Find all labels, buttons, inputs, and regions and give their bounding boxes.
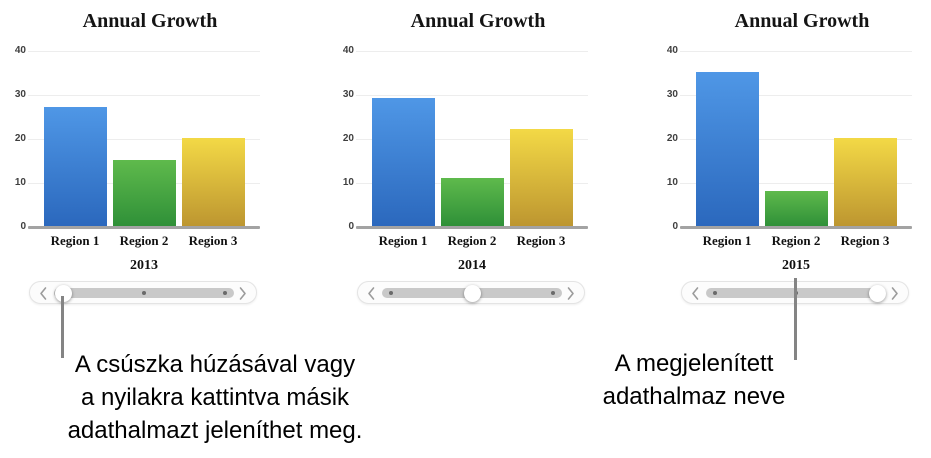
gridline <box>680 139 912 140</box>
y-axis-tick: 30 <box>666 89 678 100</box>
slider-prev-arrow-icon[interactable] <box>38 286 49 301</box>
slider-track[interactable] <box>382 284 562 302</box>
x-axis-line <box>680 226 912 229</box>
slider-prev-arrow-icon[interactable] <box>690 286 701 301</box>
y-axis-tick: 30 <box>342 89 354 100</box>
bar-region-2 <box>441 177 504 226</box>
y-axis-tick: 40 <box>14 45 26 56</box>
y-axis-tick: 20 <box>666 133 678 144</box>
chart-title: Annual Growth <box>734 10 870 32</box>
slider-stop-dot <box>551 291 555 295</box>
bar-region-1 <box>372 98 435 226</box>
slider-next-arrow-icon[interactable] <box>565 286 576 301</box>
y-axis-tick: 20 <box>342 133 354 144</box>
callout-text-line: adathalmaz neve <box>602 383 786 410</box>
x-axis-label: Region 2 <box>447 233 497 248</box>
callout-text-slider: A csúszka húzásával vagy a nyilakra katt… <box>35 348 395 447</box>
x-axis-label: Region 1 <box>702 233 752 248</box>
y-axis-tick: 30 <box>14 89 26 100</box>
x-axis-label: Region 1 <box>378 233 428 248</box>
slider-stop-dot <box>223 291 227 295</box>
dataset-name-label: 2014 <box>458 258 486 273</box>
y-axis-tick: 0 <box>672 221 678 232</box>
gridline <box>680 95 912 96</box>
x-axis-label: Region 2 <box>771 233 821 248</box>
callout-line-slider <box>61 296 64 358</box>
dataset-name-label: 2013 <box>130 258 158 273</box>
callout-text-line: A csúszka húzásával vagy <box>74 351 356 378</box>
bar-region-3 <box>834 138 897 226</box>
plot-area <box>356 51 588 229</box>
gridline <box>680 183 912 184</box>
plot-area <box>680 51 912 229</box>
bar-region-1 <box>696 72 759 226</box>
y-axis-tick: 20 <box>14 133 26 144</box>
chart-panel-2015: Annual Growth 40 30 20 10 0 Region 1 Reg… <box>652 0 931 310</box>
y-axis-tick: 10 <box>666 177 678 188</box>
y-axis-tick: 40 <box>666 45 678 56</box>
chart-panel-2013: Annual Growth 40 30 20 10 0 Region 1 Reg… <box>0 0 300 310</box>
slider-thumb[interactable] <box>463 284 481 302</box>
plot-area <box>28 51 260 229</box>
chart-title: Annual Growth <box>410 10 546 32</box>
gridline <box>356 139 588 140</box>
callout-text-line: adathalmazt jeleníthet meg. <box>67 417 363 444</box>
slider-stop-dot <box>142 291 146 295</box>
dataset-name-label: 2015 <box>782 258 810 273</box>
y-axis-tick: 10 <box>14 177 26 188</box>
bar-region-3 <box>182 138 245 226</box>
y-axis-tick: 40 <box>342 45 354 56</box>
dataset-slider[interactable] <box>357 281 585 304</box>
x-axis-label: Region 1 <box>50 233 100 248</box>
slider-next-arrow-icon[interactable] <box>889 286 900 301</box>
x-axis-label: Region 2 <box>119 233 169 248</box>
gridline <box>28 51 260 52</box>
callout-text-line: A megjelenített <box>614 350 774 377</box>
dataset-slider[interactable] <box>29 281 257 304</box>
gridline <box>356 95 588 96</box>
y-axis-tick: 0 <box>20 221 26 232</box>
slider-next-arrow-icon[interactable] <box>237 286 248 301</box>
gridline <box>356 51 588 52</box>
gridline <box>680 51 912 52</box>
callout-line-dataset-name <box>794 278 797 360</box>
x-axis-label: Region 3 <box>840 233 890 248</box>
x-axis-line <box>356 226 588 229</box>
chart-panel-2014: Annual Growth 40 30 20 10 0 Region 1 Reg… <box>328 0 628 310</box>
chart-title: Annual Growth <box>82 10 218 32</box>
slider-thumb[interactable] <box>54 284 72 302</box>
gridline <box>28 95 260 96</box>
x-axis-label: Region 3 <box>188 233 238 248</box>
bar-region-1 <box>44 107 107 226</box>
x-axis-line <box>28 226 260 229</box>
slider-prev-arrow-icon[interactable] <box>366 286 377 301</box>
slider-track[interactable] <box>54 284 234 302</box>
callout-text-dataset-name: A megjelenített adathalmaz neve <box>514 347 874 413</box>
y-axis-tick: 0 <box>348 221 354 232</box>
y-axis-tick: 10 <box>342 177 354 188</box>
slider-stop-dot <box>389 291 393 295</box>
callout-text-line: a nyilakra kattintva másik <box>80 384 350 411</box>
bar-region-2 <box>113 160 176 226</box>
slider-stop-dot <box>713 291 717 295</box>
bar-region-2 <box>765 190 828 226</box>
slider-thumb[interactable] <box>868 284 886 302</box>
x-axis-label: Region 3 <box>516 233 566 248</box>
gridline <box>28 139 260 140</box>
bar-region-3 <box>510 129 573 226</box>
